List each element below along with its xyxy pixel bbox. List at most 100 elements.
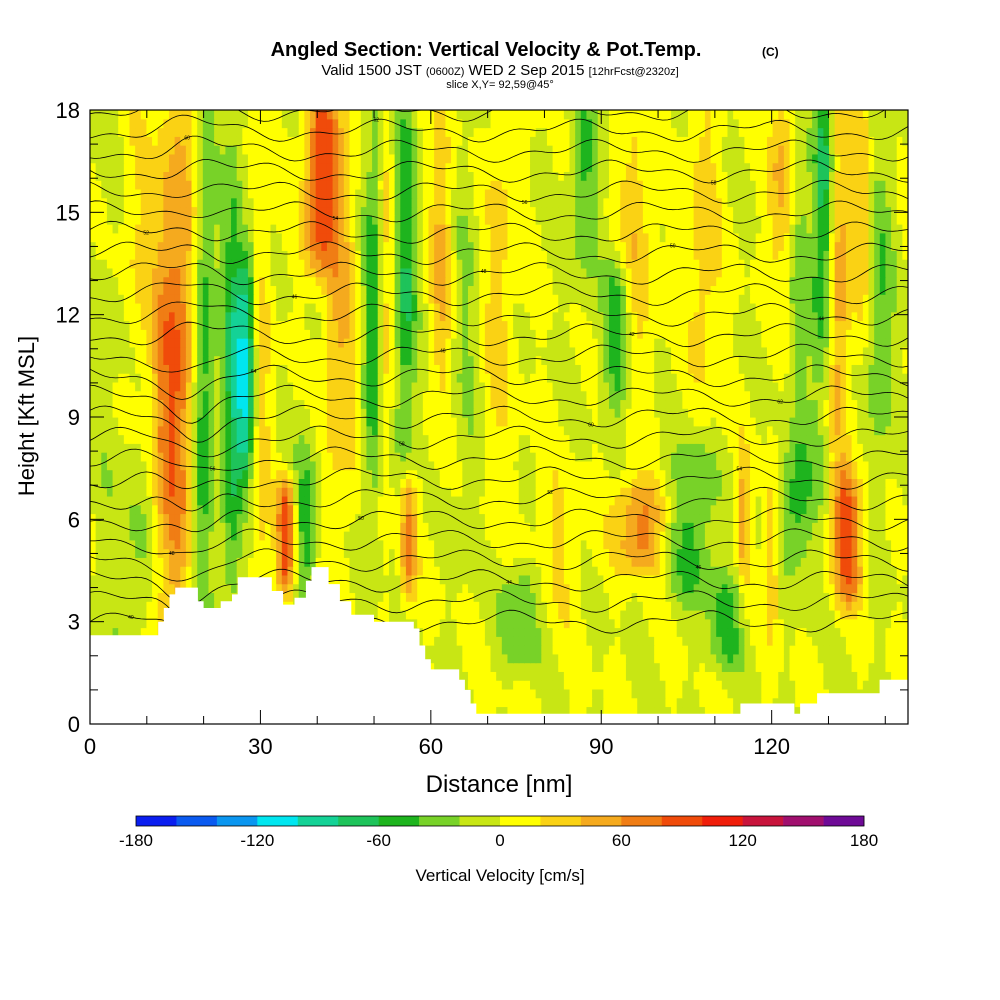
velocity-cell	[862, 609, 870, 620]
velocity-cell	[812, 434, 819, 444]
velocity-cell	[321, 557, 328, 567]
velocity-cell	[868, 671, 875, 681]
velocity-cell	[264, 425, 272, 436]
velocity-cell	[778, 478, 785, 488]
velocity-cell	[479, 627, 486, 637]
velocity-cell	[620, 425, 627, 436]
velocity-cell	[157, 478, 164, 488]
velocity-cell	[507, 645, 514, 655]
velocity-cell	[558, 469, 565, 479]
velocity-cell	[563, 662, 571, 672]
velocity-cell	[281, 452, 289, 462]
velocity-cell	[609, 487, 616, 497]
velocity-cell	[569, 452, 576, 462]
velocity-cell	[682, 522, 689, 532]
velocity-cell	[766, 601, 774, 611]
velocity-cell	[456, 566, 463, 576]
velocity-cell	[857, 425, 864, 436]
velocity-cell	[733, 583, 740, 594]
velocity-cell	[197, 495, 204, 506]
velocity-cell	[293, 531, 300, 541]
velocity-cell	[874, 662, 881, 672]
velocity-cell	[603, 609, 610, 620]
velocity-cell	[665, 574, 672, 585]
velocity-cell	[806, 583, 813, 594]
velocity-cell	[750, 627, 757, 637]
velocity-cell	[676, 592, 683, 602]
velocity-cell	[484, 706, 492, 716]
velocity-cell	[490, 469, 497, 479]
velocity-cell	[270, 522, 277, 532]
velocity-cell	[219, 478, 226, 488]
velocity-cell	[208, 443, 215, 453]
velocity-cell	[315, 425, 322, 436]
velocity-cell	[501, 495, 509, 506]
velocity-cell	[338, 487, 345, 497]
velocity-cell	[304, 443, 311, 453]
velocity-cell	[377, 574, 384, 585]
velocity-cell	[513, 460, 520, 471]
velocity-cell	[845, 601, 853, 611]
velocity-cell	[501, 460, 509, 471]
velocity-cell	[530, 495, 537, 506]
velocity-cell	[219, 425, 226, 436]
velocity-cell	[671, 434, 678, 444]
velocity-cell	[338, 566, 345, 576]
velocity-cell	[766, 548, 774, 558]
velocity-cell	[467, 531, 475, 541]
velocity-cell	[456, 645, 463, 655]
velocity-cell	[902, 627, 908, 637]
velocity-cell	[360, 469, 368, 479]
velocity-cell	[428, 627, 435, 637]
velocity-cell	[586, 618, 593, 629]
velocity-cell	[383, 566, 390, 576]
velocity-cell	[157, 425, 164, 436]
velocity-cell	[473, 662, 480, 672]
velocity-cell	[276, 539, 283, 550]
velocity-cell	[879, 443, 887, 453]
velocity-cell	[823, 653, 830, 664]
velocity-cell	[783, 653, 791, 664]
velocity-cell	[563, 697, 571, 708]
velocity-cell	[817, 539, 824, 550]
velocity-cell	[766, 574, 774, 585]
velocity-cell	[693, 618, 700, 629]
velocity-cell	[676, 653, 683, 664]
velocity-cell	[310, 548, 317, 558]
velocity-cell	[225, 443, 232, 453]
velocity-cell	[637, 618, 644, 629]
velocity-cell	[879, 662, 887, 672]
velocity-cell	[744, 504, 751, 515]
velocity-cell	[761, 688, 768, 699]
velocity-cell	[733, 592, 740, 602]
velocity-cell	[597, 566, 604, 576]
velocity-cell	[388, 583, 396, 594]
velocity-cell	[219, 434, 226, 444]
velocity-cell	[428, 434, 435, 444]
velocity-cell	[456, 495, 463, 506]
velocity-cell	[388, 609, 396, 620]
velocity-cell	[197, 504, 204, 515]
velocity-cell	[879, 425, 887, 436]
velocity-cell	[343, 504, 351, 515]
velocity-cell	[518, 434, 525, 444]
velocity-cell	[840, 504, 847, 515]
velocity-cell	[276, 460, 283, 471]
velocity-cell	[727, 662, 734, 672]
velocity-cell	[575, 460, 582, 471]
velocity-cell	[637, 443, 644, 453]
velocity-cell	[823, 539, 830, 550]
velocity-cell	[490, 671, 497, 681]
velocity-cell	[671, 548, 678, 558]
velocity-cell	[298, 539, 305, 550]
velocity-cell	[168, 417, 176, 427]
velocity-cell	[388, 460, 396, 471]
velocity-cell	[535, 522, 542, 532]
velocity-cell	[829, 592, 836, 602]
velocity-cell	[140, 460, 148, 471]
velocity-cell	[185, 443, 193, 453]
velocity-cell	[479, 548, 486, 558]
velocity-cell	[202, 469, 210, 479]
velocity-cell	[451, 636, 458, 646]
velocity-cell	[163, 417, 170, 427]
